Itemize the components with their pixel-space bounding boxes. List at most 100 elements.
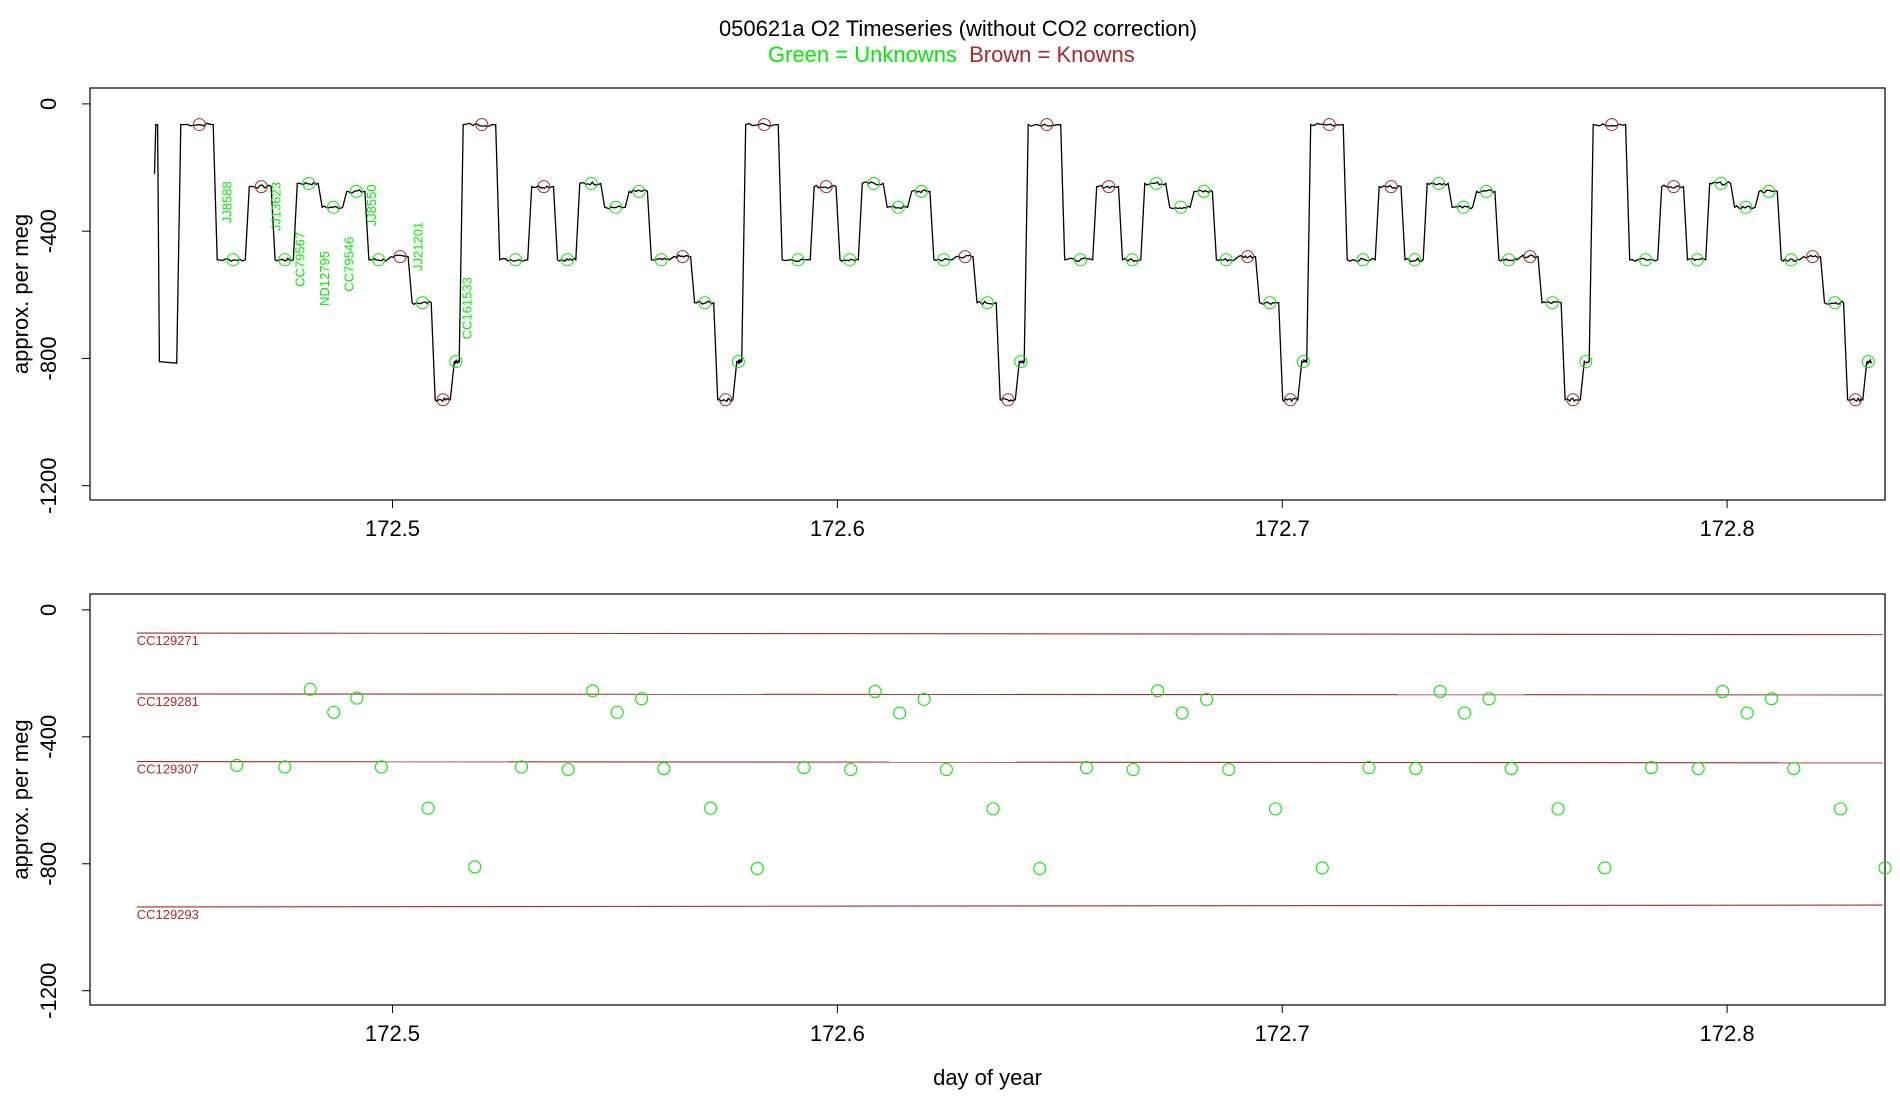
bottom-unknown-point <box>1315 861 1329 875</box>
top-known-marker <box>1102 180 1116 194</box>
top-known-marker <box>436 393 450 407</box>
top-x-tick-label: 172.5 <box>365 516 420 541</box>
bottom-unknown-point <box>421 801 435 815</box>
top-known-marker <box>1605 118 1619 132</box>
bottom-reference-label: CC129271 <box>137 633 199 648</box>
bottom-unknown-point <box>1644 761 1658 775</box>
top-known-marker <box>393 250 407 264</box>
top-unknown-marker <box>1714 176 1728 190</box>
bottom-reference-line <box>136 761 1883 764</box>
top-sample-label: CC79567 <box>293 232 308 287</box>
top-y-tick-label: -800 <box>36 336 61 380</box>
bottom-unknown-point <box>868 684 882 698</box>
top-plot-frame <box>89 87 1886 501</box>
top-known-marker <box>819 180 833 194</box>
top-unknown-marker <box>980 296 994 310</box>
top-unknown-marker <box>1579 355 1593 369</box>
bottom-y-tick-label: 0 <box>36 604 61 616</box>
top-known-marker <box>1384 180 1398 194</box>
top-sample-label: ND12795 <box>317 251 332 306</box>
bottom-unknown-point <box>1878 861 1892 875</box>
bottom-unknown-point <box>1362 761 1376 775</box>
top-x-tick-label: 172.8 <box>1700 516 1755 541</box>
top-unknown-marker <box>609 200 623 214</box>
bottom-unknown-point <box>1787 762 1801 776</box>
bottom-unknown-point <box>1765 692 1779 706</box>
bottom-reference-line <box>136 632 1883 636</box>
bottom-x-tick-label: 172.7 <box>1255 1021 1310 1046</box>
bottom-y-axis-label: approx. per meg <box>8 719 33 879</box>
top-unknown-marker <box>1174 200 1188 214</box>
subtitle-knowns: Brown = Knowns <box>969 42 1135 67</box>
bottom-unknown-point <box>1079 761 1094 775</box>
bottom-x-tick-label: 172.5 <box>365 1021 420 1046</box>
bottom-unknown-point <box>1151 684 1165 698</box>
top-unknown-marker <box>1861 355 1875 369</box>
top-unknown-marker <box>937 253 951 267</box>
top-unknown-marker <box>415 296 429 310</box>
bottom-unknown-point <box>1833 802 1848 816</box>
top-known-marker <box>1241 250 1255 264</box>
top-unknown-marker <box>302 176 316 190</box>
bottom-unknown-point <box>1409 762 1423 776</box>
top-known-marker <box>537 180 551 194</box>
top-known-marker <box>475 118 489 132</box>
bottom-unknown-point <box>1222 762 1236 777</box>
bottom-unknown-point <box>1433 684 1447 698</box>
chart-subtitle: Green = Unknowns Brown = Knowns <box>768 42 1135 67</box>
top-unknown-marker <box>791 253 805 267</box>
bottom-unknown-point <box>844 762 858 777</box>
bottom-unknown-point <box>986 802 1000 816</box>
bottom-unknown-point <box>350 691 364 705</box>
top-unknown-marker <box>1408 253 1422 267</box>
bottom-unknown-point <box>610 705 624 719</box>
bottom-unknown-point <box>657 762 671 776</box>
bottom-unknown-point <box>939 762 953 777</box>
top-known-marker <box>958 250 972 264</box>
top-sample-label: CC79546 <box>342 237 357 292</box>
top-unknown-marker <box>1828 296 1842 310</box>
bottom-unknown-point <box>586 684 600 698</box>
top-unknown-marker <box>1432 176 1446 190</box>
top-unknown-marker <box>1762 184 1776 198</box>
bottom-unknown-point <box>327 705 341 719</box>
bottom-unknown-point <box>797 761 811 775</box>
top-y-axis-label: approx. per meg <box>8 214 33 374</box>
top-unknown-marker <box>1502 253 1516 267</box>
bottom-unknown-point <box>1458 706 1472 720</box>
bottom-unknown-point <box>1033 861 1047 876</box>
top-x-tick-label: 172.7 <box>1255 516 1310 541</box>
bottom-unknown-point <box>1482 692 1496 706</box>
top-unknown-marker <box>449 355 463 369</box>
top-known-marker <box>1806 250 1820 264</box>
top-unknown-marker <box>1074 253 1088 267</box>
top-unknown-marker <box>731 355 745 369</box>
bottom-unknown-point <box>917 692 931 706</box>
top-known-marker <box>1284 393 1298 407</box>
bottom-reference-label: CC129307 <box>137 762 199 777</box>
top-sample-label: JJ21201 <box>411 222 426 271</box>
bottom-y-tick-label: -1200 <box>36 963 61 1019</box>
bottom-unknown-point <box>893 706 907 720</box>
bottom-reference-line <box>136 904 1883 908</box>
top-unknown-marker <box>1197 184 1211 198</box>
top-known-marker <box>1001 393 1015 407</box>
top-unknown-marker <box>867 176 881 190</box>
top-unknown-marker <box>1690 253 1704 267</box>
top-unknown-marker <box>1296 355 1310 369</box>
bottom-unknown-point <box>1126 762 1140 777</box>
top-known-marker <box>1566 393 1580 407</box>
chart-title: 050621a O2 Timeseries (without CO2 corre… <box>719 16 1197 41</box>
top-unknown-marker <box>654 253 668 267</box>
bottom-unknown-point <box>468 860 482 874</box>
top-unknown-marker <box>278 253 292 267</box>
top-unknown-marker <box>372 253 386 267</box>
bottom-unknown-point <box>1200 692 1214 706</box>
bottom-x-axis-label: day of year <box>933 1065 1042 1090</box>
top-known-marker <box>1523 250 1537 264</box>
bottom-reference-label: CC129293 <box>137 907 199 922</box>
top-known-marker <box>1040 118 1054 132</box>
top-unknown-marker <box>1014 355 1028 369</box>
top-unknown-marker <box>843 253 857 267</box>
top-sample-label: JJ8588 <box>219 181 234 223</box>
